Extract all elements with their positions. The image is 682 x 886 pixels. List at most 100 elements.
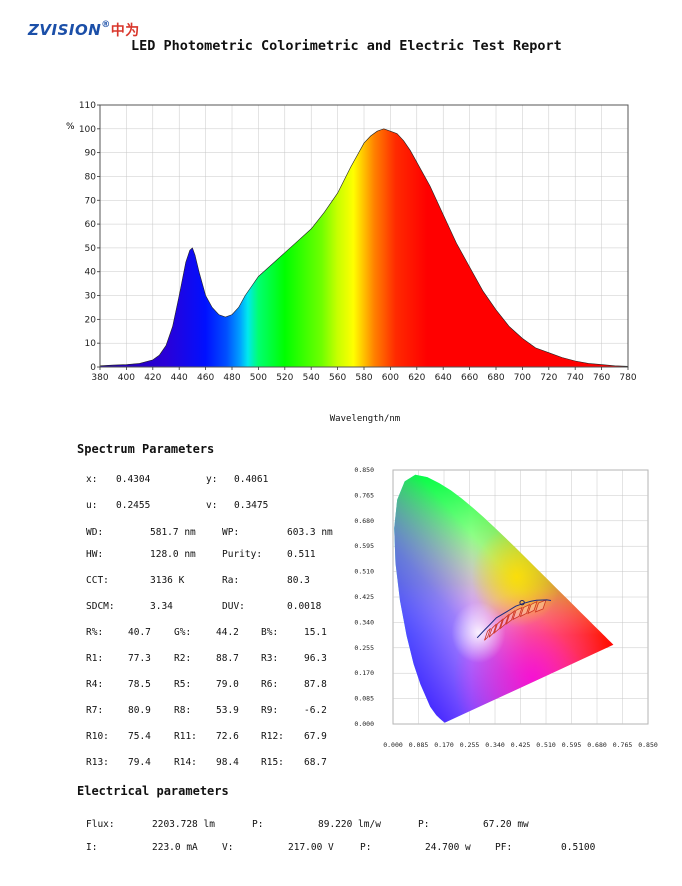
ansi-bin-quadrangle <box>488 623 497 638</box>
spectrum-x-tick-label: 680 <box>487 373 504 383</box>
r13-label: R13: <box>86 757 109 768</box>
spectrum-y-tick-label: 30 <box>85 292 97 302</box>
cie-x-tick-label: 0.340 <box>485 741 505 749</box>
spectrum-x-tick-label: 520 <box>276 373 293 383</box>
wd-value: 581.7 nm <box>150 527 196 538</box>
spectrum-x-tick-label: 780 <box>619 373 636 383</box>
power-factor-value: 0.5100 <box>561 842 596 853</box>
r9-label: R9: <box>261 705 279 716</box>
cie-x-tick-label: 0.765 <box>613 741 633 749</box>
sdcm-label: SDCM: <box>86 601 115 612</box>
spectrum-x-tick-label: 540 <box>303 373 320 383</box>
duv-value: 0.0018 <box>287 601 322 612</box>
radiant-power-value: 67.20 mw <box>483 819 529 830</box>
cie-y-tick-label: 0.595 <box>354 542 374 550</box>
spectrum-x-tick-label: 620 <box>408 373 425 383</box>
spectrum-y-tick-label: 70 <box>85 196 97 206</box>
r7-value: 80.9 <box>128 705 151 716</box>
cie-y-tick-label: 0.425 <box>354 593 374 601</box>
ra-value: 80.3 <box>287 575 310 586</box>
ansi-bin-quadrangle <box>512 606 523 621</box>
r4-value: 78.5 <box>128 679 151 690</box>
u-value: 0.2455 <box>116 500 151 511</box>
spectrum-y-tick-label: 0 <box>90 363 96 373</box>
r2-value: 88.7 <box>216 653 239 664</box>
cie-x-tick-label: 0.085 <box>409 741 429 749</box>
r3-value: 96.3 <box>304 653 327 664</box>
spectrum-x-tick-label: 660 <box>461 373 478 383</box>
measured-chromaticity-point <box>519 599 525 606</box>
v-label: v: <box>206 500 218 511</box>
spectrum-y-axis-label: % <box>66 122 75 132</box>
power-factor-label: PF: <box>495 842 513 853</box>
spectrum-x-tick-label: 580 <box>355 373 372 383</box>
spectrum-parameters-heading: Spectrum Parameters <box>77 442 215 456</box>
flux-label: Flux: <box>86 819 115 830</box>
spectrum-x-tick-label: 380 <box>91 373 108 383</box>
r14-value: 98.4 <box>216 757 239 768</box>
r12-label: R12: <box>261 731 284 742</box>
brand-logo: ZVISION®中为 <box>28 20 140 40</box>
ansi-bin-quadrangle <box>484 628 491 641</box>
spectrum-area <box>100 128 628 367</box>
r7-label: R7: <box>86 705 104 716</box>
cct-value: 3136 K <box>150 575 185 586</box>
cie-x-tick-label: 0.255 <box>460 741 480 749</box>
efficacy-value: 89.220 lm/w <box>318 819 381 830</box>
r15-label: R15: <box>261 757 284 768</box>
cie-x-tick-label: 0.000 <box>383 741 403 749</box>
power-label: P: <box>360 842 372 853</box>
spectrum-y-tick-label: 110 <box>79 101 96 111</box>
cie-y-tick-label: 0.000 <box>354 720 374 728</box>
spectrum-x-axis-label: Wavelength/nm <box>329 414 401 424</box>
ansi-bin-quadrangle <box>499 613 510 630</box>
r6-label: R6: <box>261 679 279 690</box>
spectrum-y-tick-label: 80 <box>85 172 97 182</box>
purity-value: 0.511 <box>287 549 316 560</box>
spectrum-y-tick-label: 50 <box>85 244 97 254</box>
spectrum-x-tick-label: 480 <box>223 373 240 383</box>
b-percent-label: B%: <box>261 627 279 638</box>
cie-y-tick-label: 0.765 <box>354 491 374 499</box>
r9-value: -6.2 <box>304 705 327 716</box>
cie-x-tick-label: 0.595 <box>562 741 582 749</box>
r3-label: R3: <box>261 653 279 664</box>
spectrum-x-tick-label: 740 <box>567 373 584 383</box>
r10-value: 75.4 <box>128 731 151 742</box>
report-title: LED Photometric Colorimetric and Electri… <box>131 38 562 54</box>
y-label: y: <box>206 474 218 485</box>
r8-label: R8: <box>174 705 192 716</box>
ansi-bin-quadrangle <box>505 609 516 626</box>
ansi-bin-quadrangle <box>493 618 504 635</box>
cie-y-tick-label: 0.850 <box>354 466 374 474</box>
duv-label: DUV: <box>222 601 245 612</box>
cie-x-tick-label: 0.425 <box>511 741 531 749</box>
radiant-power-label: P: <box>418 819 430 830</box>
brand-name: ZVISION <box>28 21 102 39</box>
r-percent-label: R%: <box>86 627 104 638</box>
r11-label: R11: <box>174 731 197 742</box>
g-percent-label: G%: <box>174 627 192 638</box>
spectrum-x-tick-label: 460 <box>197 373 214 383</box>
y-value: 0.4061 <box>234 474 269 485</box>
cie-y-tick-label: 0.255 <box>354 644 374 652</box>
spectrum-x-tick-label: 440 <box>171 373 188 383</box>
voltage-value: 217.00 V <box>288 842 334 853</box>
voltage-label: V: <box>222 842 234 853</box>
r1-label: R1: <box>86 653 104 664</box>
spectrum-x-tick-label: 760 <box>593 373 610 383</box>
purity-label: Purity: <box>222 549 263 560</box>
flux-value: 2203.728 lm <box>152 819 215 830</box>
spectrum-x-tick-label: 640 <box>435 373 452 383</box>
cct-label: CCT: <box>86 575 109 586</box>
spectrum-y-tick-label: 90 <box>85 149 97 159</box>
cie-y-tick-label: 0.510 <box>354 568 374 576</box>
spectrum-x-tick-label: 560 <box>329 373 346 383</box>
r5-label: R5: <box>174 679 192 690</box>
cie-chromaticity-diagram: 0.000 0.085 0.170 0.255 0.340 0.425 0.510 0.595… <box>354 466 657 749</box>
u-label: u: <box>86 500 98 511</box>
cie-y-tick-label: 0.085 <box>354 695 374 703</box>
cie-y-tick-label: 0.340 <box>354 618 374 626</box>
planckian-locus-curve <box>476 599 552 639</box>
spectrum-y-tick-label: 60 <box>85 220 97 230</box>
